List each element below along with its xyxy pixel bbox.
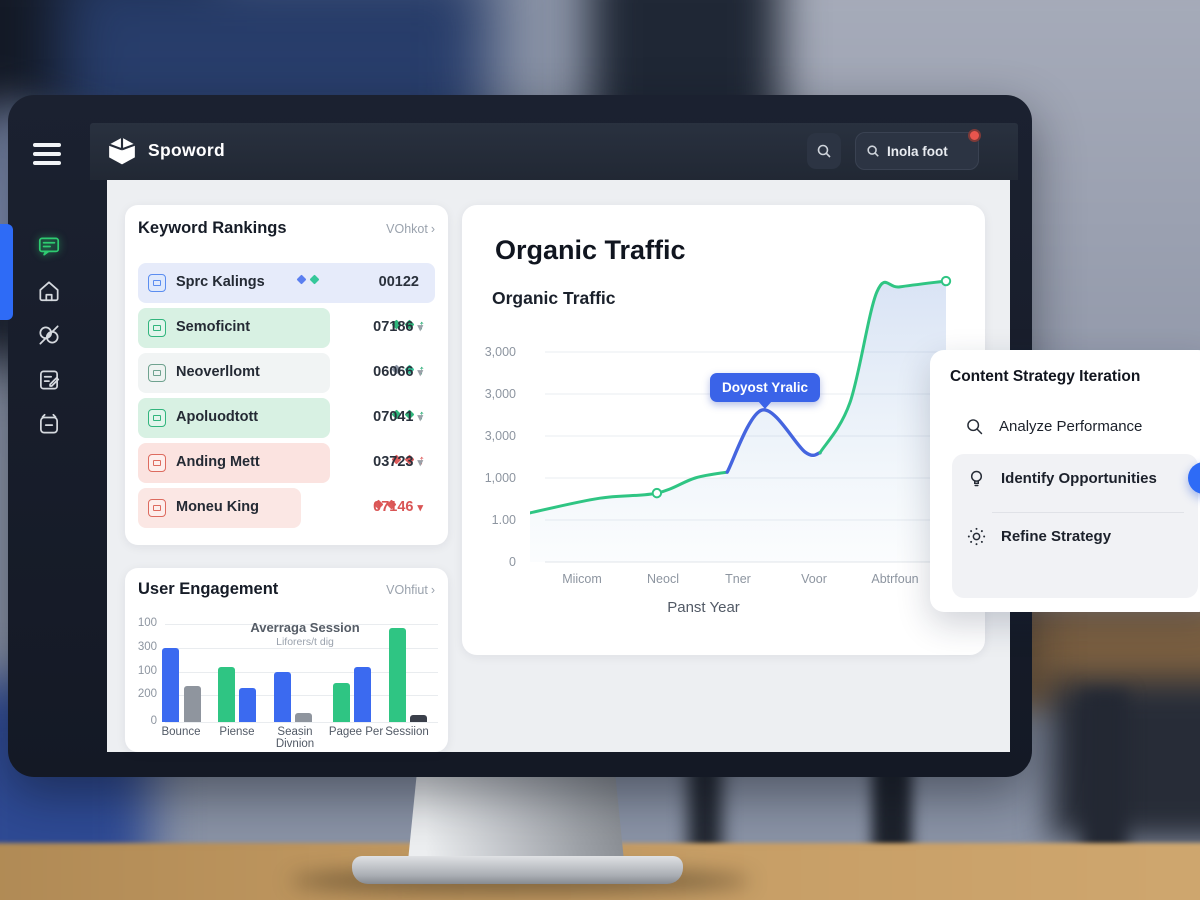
engagement-bar-chart bbox=[125, 568, 448, 722]
sun-settings-icon bbox=[967, 527, 986, 546]
search-icon bbox=[817, 144, 831, 158]
keyword-icon bbox=[148, 409, 166, 427]
bar bbox=[184, 686, 201, 722]
keyword-row[interactable]: Semoficint ↑ 07186 ▾ bbox=[138, 308, 435, 348]
search-icon bbox=[967, 419, 983, 435]
chevron-right-icon: › bbox=[430, 221, 435, 236]
chart-annotation: Averraga Session Liforers/t dig bbox=[250, 620, 360, 648]
action-button-partial[interactable] bbox=[1188, 462, 1200, 494]
user-engagement-title: User Engagement bbox=[138, 580, 279, 598]
traffic-line-chart bbox=[530, 275, 960, 563]
search-icon bbox=[867, 145, 879, 157]
bar bbox=[239, 688, 256, 722]
bar bbox=[354, 667, 371, 722]
alarm-doc-icon[interactable] bbox=[36, 411, 62, 437]
bar bbox=[410, 715, 427, 722]
keyword-rankings-title: Keyword Rankings bbox=[138, 219, 287, 237]
hamburger-menu-icon[interactable] bbox=[33, 143, 63, 169]
strategy-item-refine[interactable]: Refine Strategy bbox=[966, 526, 1111, 547]
organic-traffic-title: Organic Traffic bbox=[495, 235, 686, 265]
search-input[interactable]: Inola foot bbox=[855, 129, 981, 170]
content-strategy-card: Content Strategy Iteration Analyze Perfo… bbox=[930, 350, 1200, 612]
trend-icons: ↑ bbox=[391, 363, 425, 376]
notification-dot bbox=[968, 129, 981, 142]
bar bbox=[162, 648, 179, 722]
search-query-text: Inola foot bbox=[887, 143, 948, 159]
bar bbox=[333, 683, 350, 722]
keyword-icon bbox=[148, 499, 166, 517]
bar bbox=[274, 672, 291, 722]
x-axis-title: Panst Year bbox=[667, 599, 740, 616]
keyword-row[interactable]: Apoluodtott ↑ 07041 ▾ bbox=[138, 398, 435, 438]
keyword-rankings-card: Keyword Rankings VOhkot › Sprc Kalings 00… bbox=[125, 205, 448, 545]
home-icon[interactable] bbox=[36, 278, 62, 304]
chat-icon[interactable] bbox=[36, 233, 62, 259]
keyword-row[interactable]: Neoverllomt ↑ 06066 ▾ bbox=[138, 353, 435, 393]
bar bbox=[295, 713, 312, 722]
search-button[interactable] bbox=[807, 133, 841, 169]
trend-icons bbox=[296, 274, 320, 285]
top-navbar: Spoword Inola foot bbox=[90, 123, 1018, 180]
bar bbox=[218, 667, 235, 722]
lightbulb-icon bbox=[970, 470, 983, 487]
monitor-stand-neck bbox=[408, 775, 624, 861]
keyword-row[interactable]: Anding Mett ↑ 03723 ▾ bbox=[138, 443, 435, 483]
keyword-icon bbox=[148, 364, 166, 382]
strategy-item-identify[interactable]: Identify Opportunities bbox=[966, 468, 1157, 489]
spoword-logo-icon bbox=[107, 136, 137, 166]
view-all-link[interactable]: VOhkot › bbox=[386, 221, 435, 236]
keyword-icon bbox=[148, 454, 166, 472]
user-engagement-card: User Engagement VOhfiut › 100 300 100 200 0 … bbox=[125, 568, 448, 752]
monitor-stand-base bbox=[352, 856, 683, 884]
keyword-icon bbox=[148, 319, 166, 337]
keyword-row[interactable]: Moneu King 07146 ▾ bbox=[138, 488, 435, 528]
view-all-link[interactable]: VOhfiut › bbox=[386, 582, 435, 597]
content-strategy-title: Content Strategy Iteration bbox=[950, 368, 1141, 385]
organic-traffic-subtitle: Organic Traffic bbox=[492, 288, 616, 308]
brand-name: Spoword bbox=[148, 140, 225, 160]
trend-icons: ↑ bbox=[391, 453, 425, 466]
document-edit-icon[interactable] bbox=[36, 367, 62, 393]
divider bbox=[992, 512, 1184, 513]
chart-tooltip: Doyost Yralic bbox=[710, 373, 820, 409]
keyword-row[interactable]: Sprc Kalings 00122 bbox=[138, 263, 435, 303]
trend-icons: ↑ bbox=[391, 408, 425, 421]
strategy-highlight-box: Identify Opportunities Refine Strategy bbox=[952, 454, 1198, 598]
trend-icons: ↑ bbox=[391, 318, 425, 331]
active-nav-indicator bbox=[0, 224, 13, 320]
data-point-markers bbox=[651, 275, 952, 499]
chevron-right-icon: › bbox=[430, 582, 435, 597]
link-slash-icon[interactable] bbox=[36, 322, 62, 348]
organic-traffic-card: Organic Traffic Organic Traffic 3,000 3,0… bbox=[462, 205, 985, 655]
strategy-item-analyze[interactable]: Analyze Performance bbox=[964, 416, 1142, 437]
keyword-icon bbox=[148, 274, 166, 292]
bar bbox=[389, 628, 406, 722]
